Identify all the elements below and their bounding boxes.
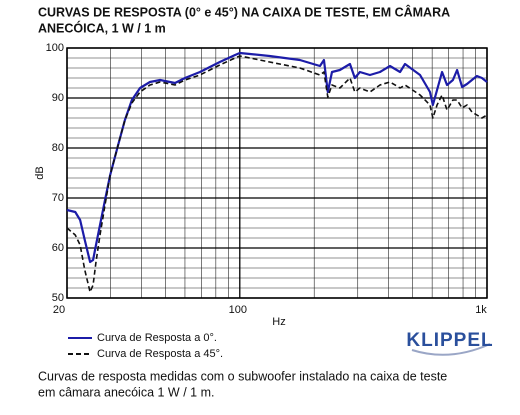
y-tick-label: 50 bbox=[52, 292, 64, 304]
y-tick-label: 80 bbox=[52, 142, 64, 154]
y-axis-label: dB bbox=[34, 166, 46, 179]
y-tick-label: 70 bbox=[52, 192, 64, 204]
y-tick-label: 100 bbox=[46, 42, 64, 54]
logo-swoosh bbox=[411, 343, 491, 356]
series-line bbox=[66, 55, 488, 293]
chart-title: ANECÓICA, 1 W / 1 m bbox=[38, 20, 166, 35]
x-tick-label: 100 bbox=[229, 304, 247, 316]
x-tick-label: 20 bbox=[53, 304, 65, 316]
caption: Curvas de resposta medidas com o subwoof… bbox=[38, 369, 447, 383]
caption: em câmara anecóica 1 W / 1 m. bbox=[38, 385, 214, 399]
x-tick-label: 1k bbox=[475, 304, 487, 316]
series-line bbox=[66, 51, 488, 264]
chart-title: CURVAS DE RESPOSTA (0° e 45°) NA CAIXA D… bbox=[38, 4, 450, 19]
y-tick-label: 90 bbox=[52, 92, 64, 104]
plot-frame bbox=[66, 47, 488, 299]
legend-label: Curva de Resposta a 0°. bbox=[97, 332, 217, 344]
x-axis-label: Hz bbox=[272, 316, 285, 328]
legend-label: Curva de Resposta a 45°. bbox=[97, 348, 223, 360]
logo: KLIPPEL bbox=[406, 330, 493, 351]
y-tick-label: 60 bbox=[52, 242, 64, 254]
